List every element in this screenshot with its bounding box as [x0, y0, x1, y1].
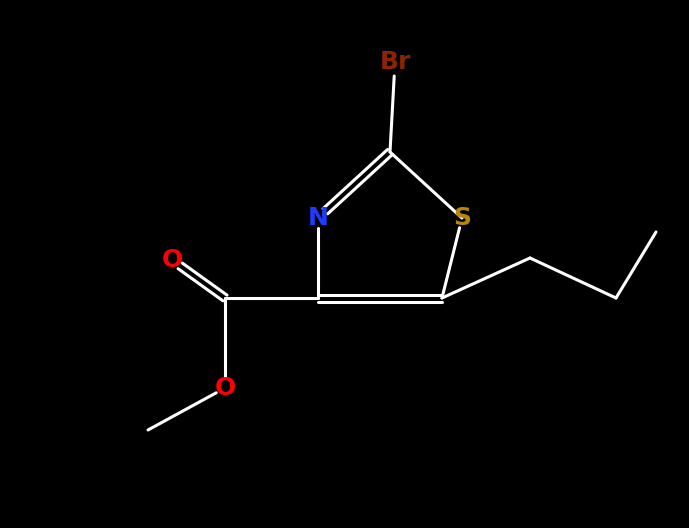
Text: N: N: [307, 206, 329, 230]
Text: Br: Br: [380, 50, 411, 74]
Text: O: O: [214, 376, 236, 400]
Text: O: O: [161, 248, 183, 272]
Text: S: S: [453, 206, 471, 230]
